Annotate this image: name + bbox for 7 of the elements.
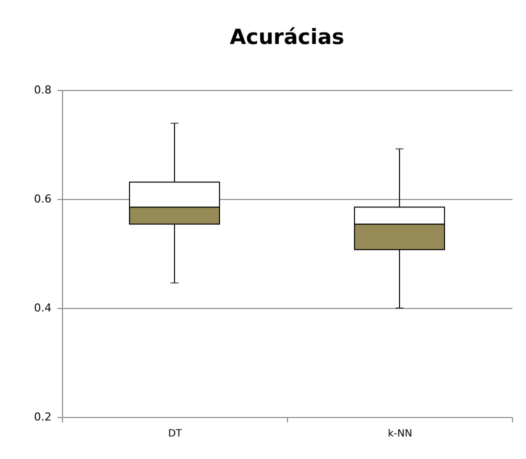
chart-title: Acurácias [230, 25, 344, 49]
x-tick-label: k-NN [388, 428, 412, 440]
x-tick-label: DT [168, 428, 183, 440]
y-tick-label: 0.2 [34, 410, 52, 424]
y-tick-label: 0.6 [34, 192, 52, 206]
y-tick-label: 0.8 [34, 84, 52, 96]
y-tick-label: 0.4 [34, 302, 52, 314]
